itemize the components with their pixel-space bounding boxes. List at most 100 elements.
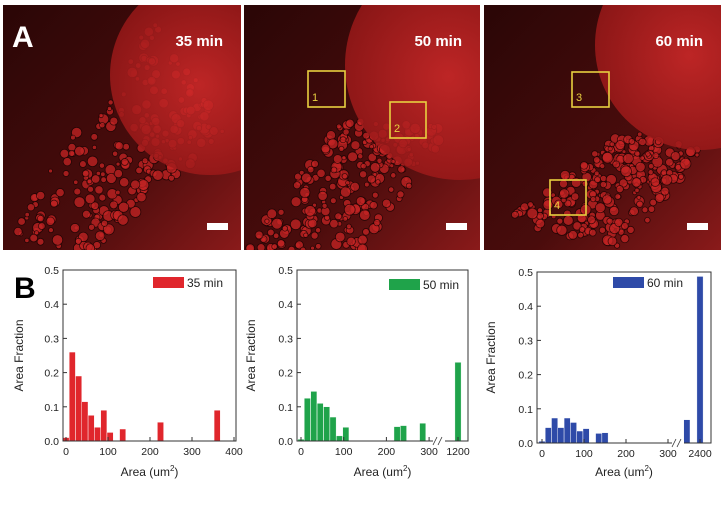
droplet [591, 150, 599, 158]
bar [696, 276, 704, 444]
droplet [578, 226, 586, 233]
legend-swatch [153, 277, 184, 288]
region-number: 3 [576, 92, 582, 104]
x-tick-label: 400 [225, 446, 243, 458]
bar [601, 432, 609, 444]
droplet [360, 163, 367, 170]
droplet [73, 187, 82, 196]
droplet [277, 208, 285, 216]
droplet [347, 151, 358, 163]
droplet [535, 218, 546, 229]
droplet [36, 214, 45, 223]
y-tick-label: 0.3 [44, 333, 59, 345]
droplet [593, 170, 600, 177]
droplet [556, 224, 568, 236]
droplet [37, 222, 46, 230]
bar [100, 410, 108, 442]
droplet [113, 168, 123, 179]
droplet [118, 201, 130, 213]
droplet [660, 186, 670, 196]
droplet [51, 234, 64, 246]
droplet [152, 169, 164, 181]
droplet [645, 151, 651, 157]
droplet [647, 169, 654, 176]
droplet [622, 153, 634, 165]
droplet [90, 201, 100, 211]
droplet [570, 192, 580, 201]
droplet [609, 141, 616, 148]
histograms: 0.0 0.1 0.2 0.3 0.4 0.5 0 100 200 300 400 Area (um2… [12, 265, 712, 479]
droplet [81, 169, 90, 178]
droplet [87, 185, 95, 193]
droplet [86, 155, 99, 168]
droplet [369, 162, 381, 173]
droplet [100, 171, 106, 177]
droplet [254, 230, 264, 240]
y-tick-label: 0.0 [44, 436, 59, 448]
droplet [345, 180, 351, 186]
histogram-1: 0.0 0.1 0.2 0.3 0.4 0.5 0 100 200 300 400 Area (um2… [12, 265, 243, 479]
droplet [328, 182, 337, 191]
region-box [549, 179, 587, 216]
bar [81, 401, 89, 442]
x-tick-label: 2400 [688, 448, 712, 460]
droplet [115, 161, 121, 167]
axis-break-gap [672, 440, 684, 446]
droplet [641, 206, 649, 214]
x-tick-label: 200 [141, 446, 159, 458]
legend-label: 60 min [647, 276, 683, 290]
panel-a-label: A [12, 21, 34, 54]
y-tick-label: 0.1 [44, 402, 59, 414]
droplet [109, 116, 119, 126]
droplet [345, 118, 355, 128]
droplet [599, 180, 608, 189]
legend-swatch [613, 277, 644, 288]
droplet [388, 186, 395, 193]
droplet [389, 163, 395, 169]
droplet [593, 156, 601, 164]
bar [304, 398, 311, 442]
droplet [694, 152, 700, 158]
droplet [321, 202, 328, 209]
droplet [120, 158, 129, 166]
y-tick-label: 0.5 [44, 265, 59, 277]
droplet [334, 212, 343, 221]
x-tick-label: 0 [63, 446, 69, 458]
droplet [36, 237, 45, 246]
bar [400, 425, 407, 442]
x-tick-label: 300 [659, 448, 677, 460]
droplet [70, 134, 76, 141]
droplet [601, 151, 614, 164]
y-axis-title: Area Fraction [484, 321, 498, 393]
droplet [649, 198, 657, 207]
histogram-2: 0.0 0.1 0.2 0.3 0.4 0.5 0 100 200 300 1200 Area (um… [244, 265, 470, 479]
droplet [607, 236, 618, 247]
droplet [136, 191, 147, 203]
x-tick-label: 300 [183, 446, 201, 458]
region-number: 1 [312, 92, 318, 104]
droplet [74, 145, 85, 157]
region-number: 2 [394, 123, 400, 135]
bar [119, 428, 126, 442]
droplet [644, 217, 651, 224]
droplet [106, 105, 113, 112]
droplet [81, 209, 91, 219]
droplet [272, 232, 280, 240]
region-box [389, 101, 427, 139]
droplet [381, 198, 392, 208]
droplet [527, 201, 534, 208]
x-axis-title: Area (um2) [121, 464, 179, 479]
droplet [614, 193, 622, 200]
droplet [317, 190, 328, 201]
droplet [396, 190, 405, 199]
droplet [107, 99, 114, 106]
droplet [91, 144, 98, 150]
droplet [48, 168, 53, 174]
droplet [350, 181, 360, 192]
droplet [299, 186, 311, 199]
droplet [98, 193, 107, 202]
droplet [301, 172, 312, 184]
bar [545, 427, 552, 444]
droplet [281, 225, 289, 232]
droplet [304, 205, 316, 217]
